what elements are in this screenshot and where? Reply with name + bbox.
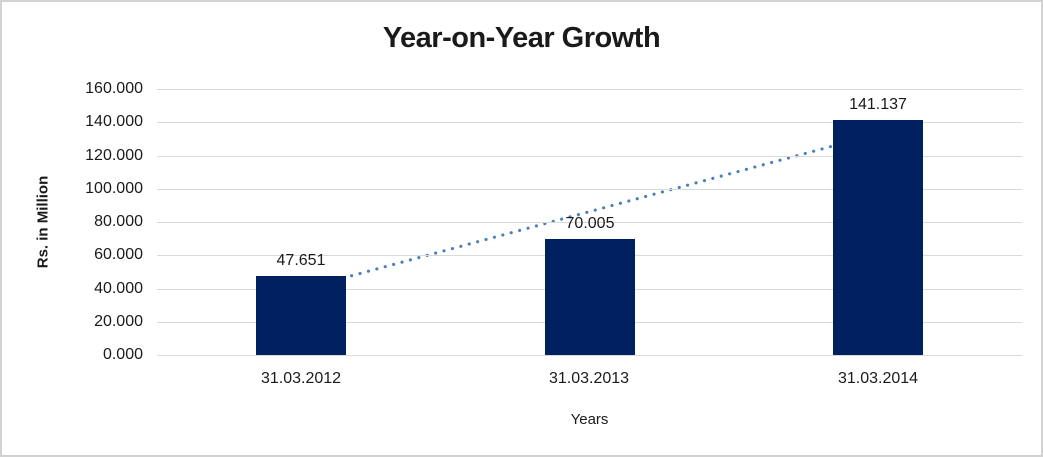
y-axis-tick-label: 100.000: [85, 180, 143, 197]
gridline: [157, 189, 1022, 190]
gridline: [157, 122, 1022, 123]
y-axis-tick-label: 120.000: [85, 147, 143, 164]
x-axis-tick-label: 31.03.2013: [548, 370, 630, 387]
chart-title: Year-on-Year Growth: [382, 22, 661, 54]
bar-31.03.2013: [545, 239, 635, 355]
y-axis-tick-label: 40.000: [94, 280, 143, 297]
y-axis-tick-label: 140.000: [85, 113, 143, 130]
bar-value-label: 141.137: [849, 96, 907, 113]
x-axis-title: Years: [570, 411, 609, 428]
bar-value-label: 70.005: [565, 215, 615, 232]
gridline: [157, 355, 1022, 356]
gridline: [157, 222, 1022, 223]
x-axis-tick-label: 31.03.2012: [260, 370, 342, 387]
bar-31.03.2012: [256, 276, 346, 355]
plot-area: 47.651 70.005 141.137: [157, 89, 1022, 356]
y-axis-tick-label: 0.000: [102, 346, 143, 363]
gridline: [157, 89, 1022, 90]
bar-value-label: 47.651: [276, 252, 326, 269]
y-axis-tick-label: 60.000: [94, 246, 143, 263]
y-axis-tick-label: 20.000: [94, 313, 143, 330]
gridline: [157, 156, 1022, 157]
y-axis-tick-label: 80.000: [94, 213, 143, 230]
bar-31.03.2014: [833, 120, 923, 355]
x-axis-tick-label: 31.03.2014: [837, 370, 919, 387]
y-axis-tick-label: 160.000: [85, 80, 143, 97]
